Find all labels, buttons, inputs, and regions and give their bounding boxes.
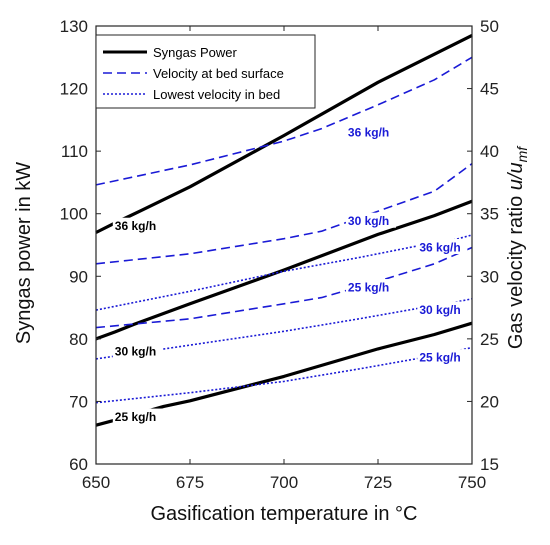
y-right-tick-label: 35 <box>480 205 499 224</box>
y-left-tick-label: 70 <box>69 392 88 411</box>
tick-layer: 650 675 700 725 750 60 70 80 90 100 110 120 130 15 20 2… <box>60 17 499 492</box>
series-label-bg <box>112 408 163 424</box>
y-right-title-subscript: mf <box>514 145 530 163</box>
y-right-tick-label: 45 <box>480 80 499 99</box>
series-line-lowest-36 <box>95 234 473 311</box>
x-tick-label: 675 <box>176 473 204 492</box>
y-left-tick-label: 100 <box>60 205 88 224</box>
series-label-bg <box>112 342 163 358</box>
series-label-bg <box>417 301 468 317</box>
legend-label-lowest: Lowest velocity in bed <box>153 87 280 102</box>
series-label: 30 kg/h <box>419 303 460 317</box>
series-label: 36 kg/h <box>348 125 389 139</box>
y-left-tick-label: 110 <box>61 142 88 161</box>
y-left-tick-label: 130 <box>60 17 88 36</box>
legend-box <box>95 34 316 109</box>
x-tick-label: 700 <box>270 473 298 492</box>
series-label: 30 kg/h <box>115 344 156 358</box>
legend-label-power: Syngas Power <box>153 45 237 60</box>
series-label-bg <box>345 212 396 228</box>
series-label: 36 kg/h <box>115 219 156 233</box>
y-right-tick-label: 40 <box>480 142 499 161</box>
series-label: 25 kg/h <box>115 410 156 424</box>
series-label: 30 kg/h <box>348 214 389 228</box>
y-right-tick-label: 30 <box>480 267 499 286</box>
series-line-power-30 <box>95 199 473 341</box>
legend: Syngas Power Velocity at bed surface Low… <box>95 34 316 109</box>
y-left-tick-label: 60 <box>69 455 88 474</box>
series-label-bg <box>417 239 468 255</box>
series-label: 36 kg/h <box>419 241 460 255</box>
y-left-tick-label: 90 <box>69 267 88 286</box>
series-label: 25 kg/h <box>348 281 389 295</box>
x-tick-label: 750 <box>458 473 486 492</box>
x-tick-label: 650 <box>82 473 110 492</box>
y-right-axis-title: Gas velocity ratio u/umf <box>505 145 530 349</box>
series-label-bg <box>112 217 163 233</box>
y-right-tick-label: 15 <box>480 455 499 474</box>
x-tick-label: 725 <box>364 473 392 492</box>
series-line-surface-25 <box>95 246 473 329</box>
y-right-tick-label: 50 <box>480 17 499 36</box>
series-label-bg <box>345 279 396 295</box>
series-line-surface-30 <box>95 163 473 265</box>
y-right-tick-label: 20 <box>480 392 499 411</box>
y-right-title-math: u/u <box>505 162 527 190</box>
series-label-bg <box>345 123 396 139</box>
series-label-bg <box>417 349 468 365</box>
y-right-tick-label: 25 <box>480 330 499 349</box>
legend-label-surface: Velocity at bed surface <box>153 66 284 81</box>
y-left-axis-title: Syngas power in kW <box>13 162 35 344</box>
y-left-tick-label: 80 <box>69 330 88 349</box>
x-axis-title: Gasification temperature in °C <box>150 503 417 525</box>
annotation-layer: 36 kg/h 30 kg/h 25 kg/h 36 kg/h 30 kg/h 36 kg… <box>112 123 468 424</box>
y-left-tick-label: 120 <box>60 80 88 99</box>
y-right-title-text: Gas velocity ratio <box>505 190 527 349</box>
series-label: 25 kg/h <box>419 351 460 365</box>
series-line-surface-36 <box>95 56 473 186</box>
